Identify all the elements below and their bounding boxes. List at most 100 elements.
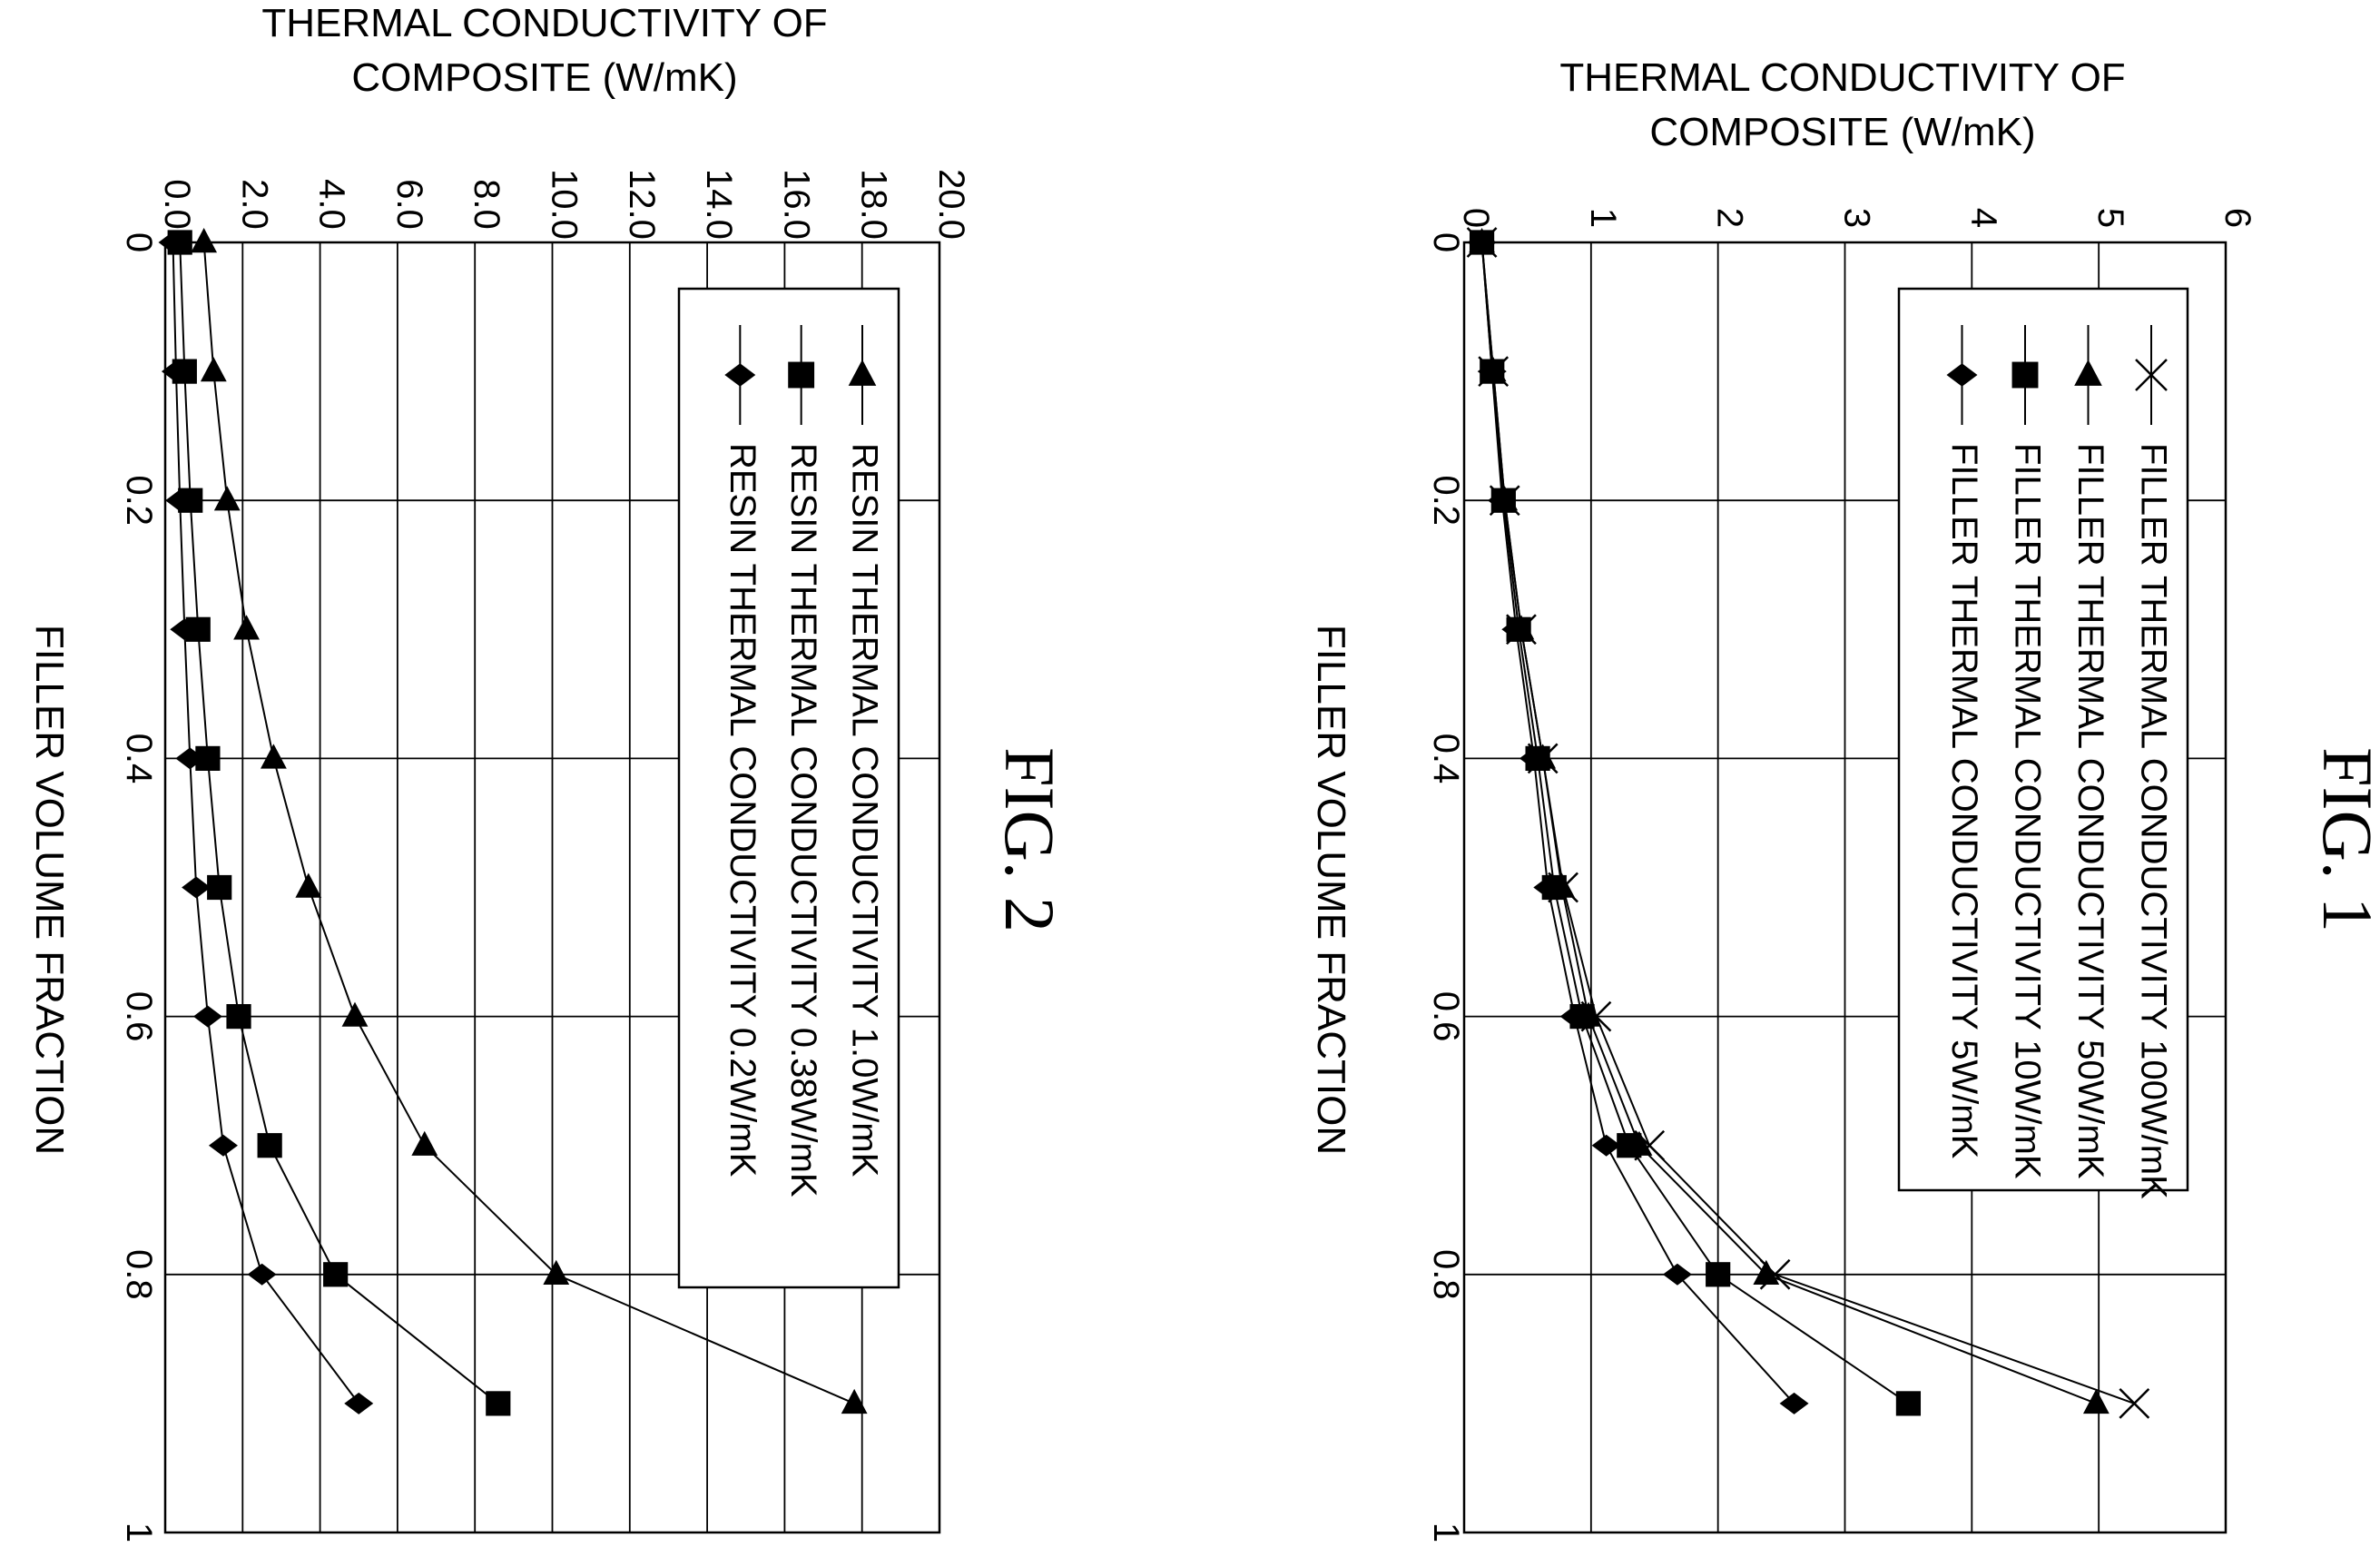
x-tick-label: 0.4 <box>1426 734 1466 784</box>
data-point <box>2082 1388 2110 1414</box>
y-tick-label: 2 <box>1710 208 1750 228</box>
y-tick-label: 4.0 <box>312 179 352 230</box>
x-tick-label: 0 <box>119 232 159 252</box>
y-tick-label: 20.0 <box>931 169 971 240</box>
series-line <box>172 241 360 1404</box>
data-point <box>841 1388 868 1414</box>
data-point <box>200 357 227 382</box>
data-point <box>1662 1263 1692 1286</box>
data-point <box>170 618 200 641</box>
legend-box <box>1897 287 2189 1192</box>
series-3 <box>1469 230 1922 1416</box>
y-tick-label: 6.0 <box>389 179 429 230</box>
x-tick-label: 0 <box>1426 232 1466 252</box>
data-point <box>175 747 205 770</box>
data-point <box>1487 489 1517 512</box>
legend-box <box>677 287 900 1289</box>
y-tick-label: 0 <box>1456 208 1496 228</box>
y-tick-label: 3 <box>1837 208 1877 228</box>
data-point <box>182 876 211 899</box>
data-point <box>165 489 195 512</box>
data-point <box>1559 1005 1589 1028</box>
data-point <box>233 615 260 640</box>
y-tick-label: 10.0 <box>545 169 585 240</box>
data-point-stroke-b <box>2119 1388 2150 1419</box>
data-point <box>1779 1392 1809 1414</box>
data-point <box>192 1005 222 1028</box>
data-point <box>1617 1133 1642 1158</box>
y-tick-label: 12.0 <box>622 169 662 240</box>
x-tick-label: 0.2 <box>1426 475 1466 526</box>
series-3 <box>158 232 374 1414</box>
legend-label: FILLER THERMAL CONDUCTIVITY 100W/mK <box>2133 443 2173 1199</box>
x-tick-label: 0.2 <box>119 475 159 526</box>
y-tick-label: 18.0 <box>854 169 894 240</box>
legend: FILLER THERMAL CONDUCTIVITY 100W/mK FILLE… <box>1897 287 2189 1199</box>
series-2 <box>167 230 511 1416</box>
legend-label: RESIN THERMAL CONDUCTIVITY 0.38W/mK <box>783 443 823 1197</box>
series-4 <box>1467 232 1809 1414</box>
legend-marker <box>2074 360 2102 386</box>
data-point <box>1753 1259 1780 1285</box>
x-tick-label: 0.6 <box>1426 991 1466 1042</box>
data-point <box>1706 1262 1731 1287</box>
legend-label: RESIN THERMAL CONDUCTIVITY 0.2W/mK <box>723 443 762 1178</box>
figure-label: FIG. 1 <box>2308 747 2380 932</box>
data-point <box>261 744 287 769</box>
y-tick-label: 2.0 <box>234 179 274 230</box>
y-axis-title-line-2: COMPOSITE (W/mK) <box>351 55 737 100</box>
data-point <box>341 1001 369 1027</box>
data-point <box>2119 1388 2150 1419</box>
legend: RESIN THERMAL CONDUCTIVITY 1.0W/mK RESIN … <box>677 287 900 1289</box>
y-tick-label: 0.0 <box>157 179 197 230</box>
legend-label: FILLER THERMAL CONDUCTIVITY 50W/mK <box>2070 443 2110 1179</box>
y-axis-title-line-2: COMPOSITE (W/mK) <box>1649 110 2035 154</box>
legend-label: RESIN THERMAL CONDUCTIVITY 1.0W/mK <box>844 443 884 1178</box>
y-tick-label: 14.0 <box>699 169 739 240</box>
data-point <box>295 872 322 898</box>
chart-2: 0.0 2.0 4.0 6.0 8.0 10.0 12.0 14.0 16.0 18.0 20.0 0… <box>27 1 1069 1542</box>
series-line <box>202 241 855 1404</box>
legend-label: FILLER THERMAL CONDUCTIVITY 5W/mK <box>1944 443 1984 1159</box>
data-point <box>1501 618 1531 641</box>
data-point <box>1519 747 1549 770</box>
data-point <box>344 1392 374 1414</box>
data-point <box>543 1259 570 1285</box>
legend-marker-stroke-b <box>2135 359 2168 391</box>
legend-marker <box>2011 361 2039 389</box>
data-point <box>1591 1134 1621 1157</box>
legend-marker <box>848 360 877 386</box>
y-tick-label: 8.0 <box>467 179 506 230</box>
data-point <box>191 228 218 253</box>
x-axis-title: FILLER VOLUME FRACTION <box>1309 625 1353 1155</box>
data-point <box>486 1391 511 1416</box>
data-point <box>1533 876 1563 899</box>
data-point <box>161 360 191 383</box>
data-point <box>257 1133 282 1158</box>
y-tick-label: 6 <box>2218 208 2257 228</box>
y-tick-label: 5 <box>2090 208 2130 228</box>
y-tick-label: 1 <box>1583 208 1623 228</box>
data-point <box>1477 360 1507 383</box>
data-point <box>323 1262 349 1287</box>
legend-marker <box>788 361 815 389</box>
x-tick-label: 1 <box>1426 1523 1466 1542</box>
x-tick-label: 0.4 <box>119 734 159 784</box>
data-point <box>411 1130 438 1156</box>
y-axis-title-line-1: THERMAL CONDUCTIVITY OF <box>261 1 827 45</box>
chart-1: 0 1 2 3 4 5 6 0 0.2 0.4 0.6 0.8 1 THERMAL CONDUCTIVIT… <box>1309 55 2380 1542</box>
x-tick-label: 0.8 <box>1426 1249 1466 1300</box>
data-point <box>207 874 232 901</box>
data-point <box>213 486 241 511</box>
data-point <box>247 1263 277 1286</box>
x-tick-label: 1 <box>119 1523 159 1542</box>
y-axis-title-line-1: THERMAL CONDUCTIVITY OF <box>1559 55 2125 100</box>
data-point <box>158 232 188 253</box>
x-tick-label: 0.8 <box>119 1249 159 1300</box>
legend-marker <box>2135 359 2168 391</box>
x-tick-label: 0.6 <box>119 991 159 1042</box>
data-point <box>1895 1391 1922 1416</box>
series-1 <box>191 228 868 1414</box>
x-axis-title: FILLER VOLUME FRACTION <box>27 625 72 1155</box>
